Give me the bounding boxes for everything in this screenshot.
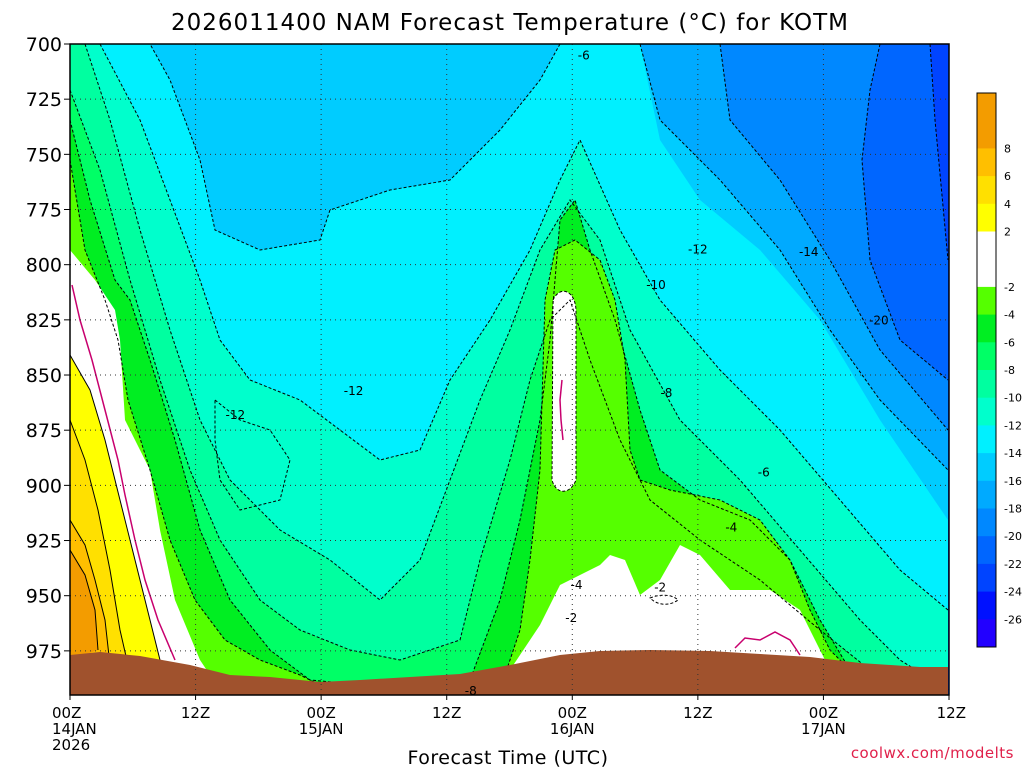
colorbar-label: -16 <box>1004 475 1022 488</box>
x-tick-label: 2026 <box>52 736 90 754</box>
field-band-minus4 <box>70 44 948 695</box>
field-band-plus8 <box>70 550 98 660</box>
colorbar-swatch <box>977 259 996 288</box>
x-tick-label: 14JAN <box>52 720 97 738</box>
colorbar-swatch <box>977 453 996 482</box>
x-tick-label: 12Z <box>181 704 210 722</box>
colorbar-label: -24 <box>1004 586 1022 599</box>
colorbar-label: -14 <box>1004 447 1022 460</box>
x-tick-label: 12Z <box>937 704 966 722</box>
plot-border <box>69 43 950 696</box>
colorbar-label: 6 <box>1004 170 1011 183</box>
x-tick-label: 12Z <box>683 704 712 722</box>
colorbar-border <box>976 92 997 648</box>
contour-labels: -6 -12 -14 -20 -10 -8 -12 -12 -6 -4 -4 -2 -2 -8 <box>226 48 889 698</box>
chart-title: 2026011400 NAM Forecast Temperature (°C)… <box>171 10 849 36</box>
contour-label: -12 <box>226 408 246 422</box>
y-tick-label: 775 <box>26 200 62 222</box>
contour-label: -6 <box>578 48 590 62</box>
colorbar-label: -20 <box>1004 530 1022 543</box>
zero-isotherm <box>71 284 801 661</box>
colorbar-swatch <box>977 536 996 565</box>
colorbar-swatch <box>977 342 996 371</box>
y-tick-label: 825 <box>26 310 62 332</box>
contour-label: -12 <box>344 384 364 398</box>
colorbar-label: 2 <box>1004 226 1011 239</box>
colorbar-swatch <box>977 370 996 399</box>
colorbar-swatch <box>977 231 996 260</box>
colorbar-label: -6 <box>1004 336 1015 349</box>
plot-area <box>70 44 949 695</box>
y-tick-label: 950 <box>26 586 62 608</box>
contour-label: -6 <box>758 466 770 480</box>
x-axis-label: Forecast Time (UTC) <box>408 747 609 768</box>
colorbar-label: 4 <box>1004 198 1011 211</box>
x-tick-label: 16JAN <box>550 720 595 738</box>
colorbar-label: -22 <box>1004 558 1022 571</box>
solid-contours <box>70 354 161 666</box>
contour-label: -20 <box>869 313 889 327</box>
colorbar-swatch <box>977 176 996 205</box>
contour-label: -8 <box>660 386 672 400</box>
dashed-contours <box>70 44 949 695</box>
x-tick-label: 00Z <box>809 704 838 722</box>
terrain <box>70 650 948 695</box>
y-tick-label: 875 <box>26 420 62 442</box>
contour-label: -10 <box>646 278 666 292</box>
colorbar-swatch <box>977 480 996 509</box>
x-tick-label: 12Z <box>432 704 461 722</box>
colorbar-swatch <box>977 314 996 343</box>
contour-label: -4 <box>725 521 737 535</box>
colorbar-label: -18 <box>1004 503 1022 516</box>
colorbar-label: -12 <box>1004 419 1022 432</box>
x-tick-label: 17JAN <box>801 720 846 738</box>
y-tick-label: 700 <box>26 34 62 56</box>
colorbar-label: -10 <box>1004 392 1022 405</box>
colorbar-swatch <box>977 93 996 122</box>
x-tick-label: 00Z <box>52 704 81 722</box>
colorbar-swatch <box>977 508 996 537</box>
colorbar-swatch <box>977 425 996 454</box>
contour-label: -2 <box>654 580 666 594</box>
contour-label: -12 <box>688 243 708 257</box>
colorbar-label: -8 <box>1004 364 1015 377</box>
colorbar-label: -2 <box>1004 281 1015 294</box>
x-tick-label: 00Z <box>558 704 587 722</box>
colorbar-label: 8 <box>1004 142 1011 155</box>
contour-label: -2 <box>565 611 577 625</box>
colorbar-swatch <box>977 591 996 620</box>
y-axis: 700 725 750 775 800 825 850 875 900 925 950 975 <box>26 34 70 663</box>
y-tick-label: 975 <box>26 641 62 663</box>
colorbar: 8 6 4 2 -2 -4 -6 -8 -10 -12 -14 -16 -18 -20 -22 -24 -26 <box>976 92 1022 648</box>
y-tick-label: 725 <box>26 89 62 111</box>
colorbar-swatch <box>977 619 996 648</box>
y-tick-label: 900 <box>26 475 62 497</box>
colorbar-label: -4 <box>1004 309 1015 322</box>
contour-label: -8 <box>465 684 477 698</box>
y-tick-label: 850 <box>26 365 62 387</box>
colorbar-swatch <box>977 397 996 426</box>
contour-label: -14 <box>799 245 819 259</box>
y-tick-label: 925 <box>26 531 62 553</box>
contour-label: -4 <box>570 578 582 592</box>
field-island-white <box>552 291 576 492</box>
x-tick-label: 15JAN <box>299 720 344 738</box>
y-tick-label: 800 <box>26 255 62 277</box>
colorbar-swatch <box>977 148 996 177</box>
x-tick-label: 00Z <box>306 704 335 722</box>
colorbar-swatch <box>977 286 996 316</box>
colorbar-swatch <box>977 563 996 593</box>
credit-link[interactable]: coolwx.com/modelts <box>851 744 1014 762</box>
colorbar-swatch <box>977 120 996 149</box>
y-tick-label: 750 <box>26 144 62 166</box>
colorbar-swatch <box>977 203 996 232</box>
colorbar-label: -26 <box>1004 613 1022 626</box>
